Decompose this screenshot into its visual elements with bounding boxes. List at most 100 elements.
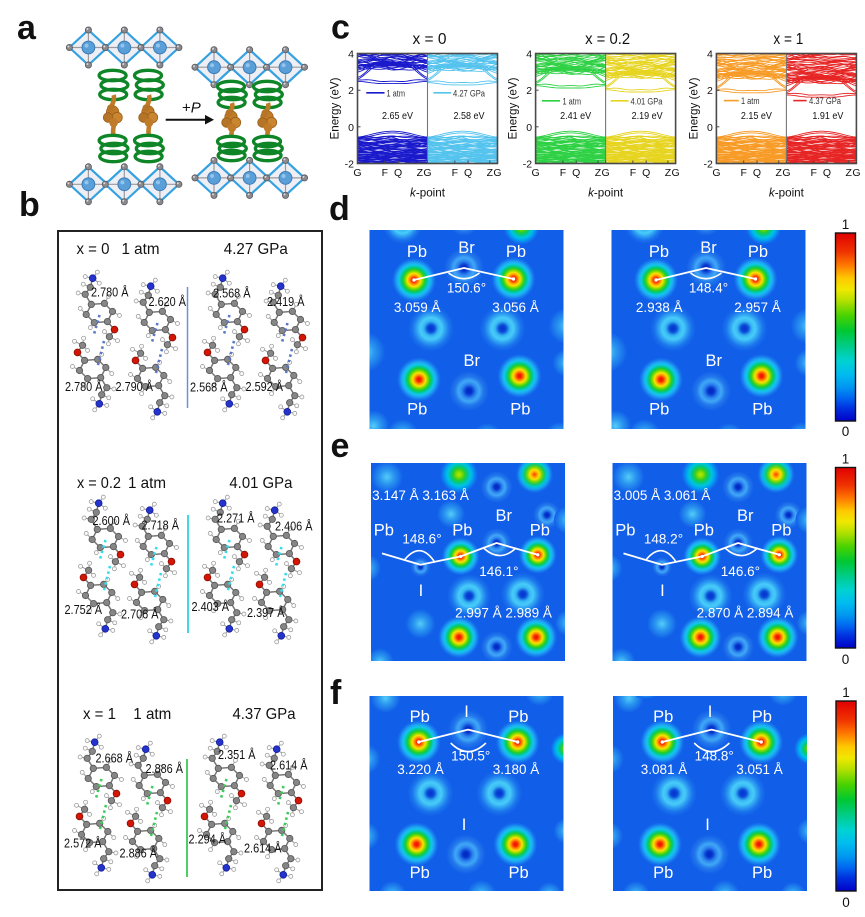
svg-text:3.056 Å: 3.056 Å bbox=[492, 300, 539, 315]
svg-text:f: f bbox=[330, 674, 342, 712]
svg-text:2.572 Å: 2.572 Å bbox=[64, 836, 102, 851]
svg-text:e: e bbox=[331, 427, 350, 465]
svg-text:2.886 Å: 2.886 Å bbox=[120, 846, 158, 861]
svg-text:1: 1 bbox=[842, 452, 850, 467]
svg-text:1 atm: 1 atm bbox=[741, 96, 760, 106]
svg-text:Br: Br bbox=[463, 352, 480, 370]
svg-text:2.718 Å: 2.718 Å bbox=[142, 518, 180, 533]
svg-text:Pb: Pb bbox=[653, 864, 673, 882]
svg-text:Pb: Pb bbox=[410, 864, 430, 882]
svg-text:Pb: Pb bbox=[410, 708, 430, 726]
svg-text:x = 0: x = 0 bbox=[413, 31, 447, 48]
svg-text:4.01 GPa: 4.01 GPa bbox=[631, 96, 663, 106]
svg-text:d: d bbox=[329, 190, 350, 228]
svg-text:4.27 GPa: 4.27 GPa bbox=[224, 241, 288, 258]
svg-text:2.406 Å: 2.406 Å bbox=[275, 519, 313, 534]
svg-text:4.37 GPa: 4.37 GPa bbox=[233, 706, 296, 723]
svg-text:Pb: Pb bbox=[748, 243, 768, 261]
svg-text:x = 0: x = 0 bbox=[77, 241, 110, 258]
svg-text:4: 4 bbox=[348, 49, 354, 61]
svg-text:G: G bbox=[672, 167, 680, 179]
svg-text:1: 1 bbox=[842, 217, 850, 232]
svg-text:2.592 Å: 2.592 Å bbox=[246, 379, 284, 394]
svg-text:Q: Q bbox=[753, 167, 761, 179]
svg-text:0: 0 bbox=[842, 652, 850, 667]
svg-text:148.8°: 148.8° bbox=[695, 748, 734, 763]
svg-text:Energy (eV): Energy (eV) bbox=[686, 78, 700, 140]
svg-text:x = 1: x = 1 bbox=[83, 706, 116, 723]
svg-text:0: 0 bbox=[348, 122, 354, 134]
svg-text:Q: Q bbox=[823, 167, 831, 179]
svg-text:2.614 Å: 2.614 Å bbox=[244, 841, 282, 856]
svg-text:Br: Br bbox=[458, 239, 475, 257]
svg-text:2.780 Å: 2.780 Å bbox=[91, 285, 129, 300]
svg-text:3.220 Å: 3.220 Å bbox=[397, 762, 444, 777]
svg-text:G: G bbox=[852, 167, 860, 179]
svg-text:4: 4 bbox=[526, 49, 532, 61]
svg-text:c: c bbox=[331, 9, 350, 47]
svg-text:2.15 eV: 2.15 eV bbox=[741, 110, 772, 122]
svg-text:Pb: Pb bbox=[407, 401, 427, 419]
svg-text:4: 4 bbox=[707, 49, 713, 61]
svg-text:2.65 eV: 2.65 eV bbox=[382, 110, 413, 122]
svg-text:150.5°: 150.5° bbox=[451, 748, 490, 763]
svg-text:3.005 Å 3.061 Å: 3.005 Å 3.061 Å bbox=[614, 488, 711, 503]
svg-text:2.752 Å: 2.752 Å bbox=[65, 602, 103, 617]
svg-text:146.1°: 146.1° bbox=[479, 564, 518, 579]
svg-text:a: a bbox=[17, 9, 37, 47]
svg-text:x = 0.2: x = 0.2 bbox=[585, 31, 630, 48]
svg-text:F: F bbox=[560, 167, 566, 179]
svg-text:Pb: Pb bbox=[653, 708, 673, 726]
svg-text:2.568 Å: 2.568 Å bbox=[213, 286, 251, 301]
svg-text:1 atm: 1 atm bbox=[128, 475, 166, 492]
svg-text:4.27 GPa: 4.27 GPa bbox=[453, 88, 485, 98]
svg-text:Pb: Pb bbox=[374, 522, 394, 540]
svg-text:Pb: Pb bbox=[752, 401, 772, 419]
svg-text:Q: Q bbox=[572, 167, 580, 179]
svg-text:G: G bbox=[532, 167, 540, 179]
svg-text:F: F bbox=[740, 167, 746, 179]
svg-text:2.568 Å: 2.568 Å bbox=[190, 380, 228, 395]
svg-text:1 atm: 1 atm bbox=[563, 96, 582, 106]
svg-text:F: F bbox=[630, 167, 636, 179]
svg-text:3.051 Å: 3.051 Å bbox=[736, 762, 783, 777]
svg-text:Pb: Pb bbox=[752, 708, 772, 726]
svg-text:Pb: Pb bbox=[452, 522, 472, 540]
svg-text:Br: Br bbox=[737, 507, 754, 525]
svg-text:1: 1 bbox=[842, 685, 850, 700]
svg-text:G: G bbox=[353, 167, 361, 179]
svg-text:b: b bbox=[19, 186, 40, 224]
svg-text:G: G bbox=[602, 167, 610, 179]
svg-text:F: F bbox=[810, 167, 816, 179]
svg-text:I: I bbox=[419, 582, 424, 600]
svg-text:Pb: Pb bbox=[649, 243, 669, 261]
svg-text:Pb: Pb bbox=[510, 401, 530, 419]
svg-text:Z: Z bbox=[775, 167, 782, 179]
svg-text:2.614 Å: 2.614 Å bbox=[270, 758, 308, 773]
svg-text:Z: Z bbox=[417, 167, 424, 179]
svg-text:G: G bbox=[712, 167, 720, 179]
svg-text:Br: Br bbox=[496, 507, 513, 525]
svg-text:150.6°: 150.6° bbox=[447, 281, 486, 296]
svg-text:+P: +P bbox=[182, 100, 201, 117]
svg-text:Pb: Pb bbox=[508, 708, 528, 726]
svg-text:k-point: k-point bbox=[410, 186, 446, 200]
svg-text:0: 0 bbox=[842, 895, 850, 910]
svg-text:I: I bbox=[705, 816, 710, 834]
svg-text:Pb: Pb bbox=[649, 401, 669, 419]
svg-text:3.180 Å: 3.180 Å bbox=[493, 762, 540, 777]
svg-text:I: I bbox=[462, 816, 467, 834]
svg-text:I: I bbox=[660, 582, 665, 600]
svg-text:Z: Z bbox=[845, 167, 852, 179]
svg-text:-2: -2 bbox=[704, 159, 713, 171]
svg-text:0: 0 bbox=[526, 122, 532, 134]
svg-text:Pb: Pb bbox=[771, 522, 791, 540]
svg-text:2.790 Å: 2.790 Å bbox=[116, 379, 154, 394]
svg-text:2.294 Å: 2.294 Å bbox=[189, 832, 227, 847]
svg-text:2.600 Å: 2.600 Å bbox=[93, 513, 131, 528]
svg-text:2.957 Å: 2.957 Å bbox=[734, 300, 781, 315]
svg-text:1.91 eV: 1.91 eV bbox=[812, 110, 843, 122]
svg-text:2.780 Å: 2.780 Å bbox=[65, 379, 103, 394]
svg-text:2.938 Å: 2.938 Å bbox=[636, 300, 683, 315]
svg-text:2.397 Å: 2.397 Å bbox=[247, 605, 285, 620]
